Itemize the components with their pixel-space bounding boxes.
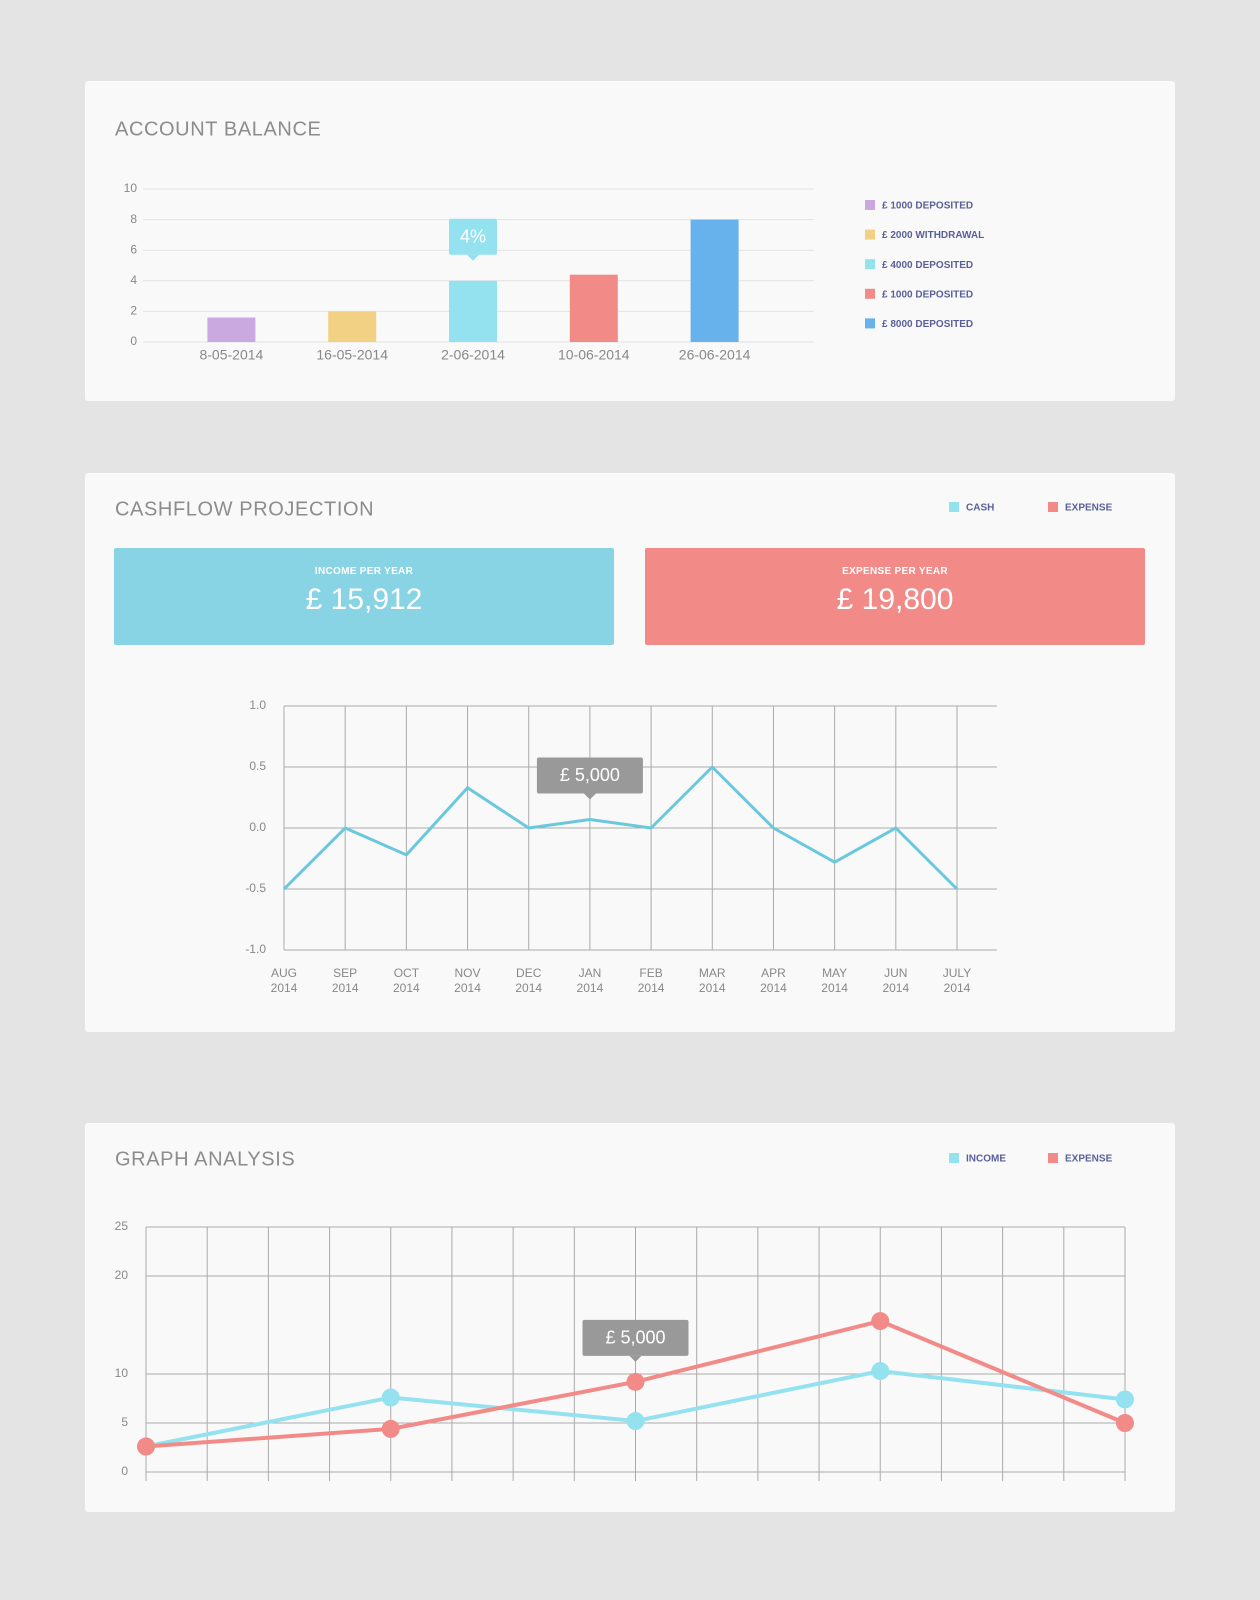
x-tick-label: 2-06-2014	[441, 347, 505, 363]
data-point	[1116, 1414, 1134, 1432]
legend-swatch	[865, 288, 875, 299]
data-point	[1116, 1390, 1134, 1409]
legend-swatch	[865, 259, 875, 270]
y-tick-label: -0.5	[245, 881, 266, 895]
card-value: £ 19,800	[836, 583, 954, 616]
data-point	[626, 1372, 645, 1391]
y-tick-label: 8	[130, 212, 137, 226]
y-tick-label: 0.5	[249, 759, 266, 773]
y-tick-label: 25	[115, 1219, 129, 1233]
x-tick-label: DEC 2014	[515, 966, 543, 995]
x-tick-label: FEB 2014	[637, 966, 665, 995]
legend-label: £ 4000 DEPOSITED	[882, 260, 973, 271]
x-tick-label: OCT 2014	[393, 966, 420, 995]
x-tick-label: AUG 2014	[270, 966, 298, 995]
x-tick-label: MAR 2014	[698, 966, 726, 995]
series-line	[282, 765, 959, 891]
account-balance-panel	[85, 81, 1175, 401]
y-tick-label: 4	[130, 273, 137, 287]
x-tick-label: MAY 2014	[821, 966, 848, 995]
x-tick-label: JAN 2014	[576, 966, 604, 995]
legend-swatch	[949, 1153, 959, 1163]
y-tick-label: 5	[121, 1415, 128, 1429]
legend-swatch	[1048, 502, 1058, 512]
expense-card: EXPENSE PER YEAR £ 19,800	[645, 548, 1145, 645]
y-tick-label: -1.0	[245, 942, 266, 956]
tooltip-box	[536, 757, 643, 794]
x-tick-label: 16-05-2014	[316, 347, 388, 363]
legend-label: £ 8000 DEPOSITED	[882, 319, 973, 330]
tooltip-arrow	[583, 793, 596, 800]
tooltip-arrow	[629, 1355, 642, 1362]
y-tick-label: 1.0	[249, 698, 266, 712]
tooltip-text: 4%	[460, 227, 486, 247]
x-tick-label: APR 2014	[760, 966, 787, 995]
legend-swatch	[865, 318, 875, 329]
data-point	[137, 1437, 155, 1456]
legend-label: £ 2000 WITHDRAWAL	[882, 230, 984, 241]
x-tick-label: 10-06-2014	[558, 347, 630, 363]
legend-swatch	[1048, 1153, 1058, 1163]
data-point	[381, 1419, 400, 1438]
tooltip-arrow	[467, 254, 479, 261]
y-tick-label: 6	[130, 242, 137, 256]
bar	[569, 274, 618, 342]
tooltip-box	[582, 1319, 689, 1356]
x-tick-label: SEP 2014	[331, 966, 359, 995]
data-point	[871, 1362, 890, 1381]
y-tick-label: 10	[115, 1366, 129, 1380]
legend-label: £ 1000 DEPOSITED	[882, 289, 973, 300]
bar	[207, 317, 256, 342]
income-card: INCOME PER YEAR £ 15,912	[114, 548, 614, 645]
data-point	[381, 1388, 400, 1407]
legend-swatch	[865, 200, 875, 210]
y-tick-label: 20	[115, 1268, 129, 1282]
data-point	[626, 1412, 645, 1431]
chart-title: ACCOUNT BALANCE	[115, 118, 321, 140]
y-tick-label: 2	[130, 304, 137, 318]
legend-label: CASH	[966, 503, 994, 514]
bar	[328, 311, 377, 342]
x-tick-label: 8-05-2014	[199, 347, 263, 363]
tooltip-text: £ 5,000	[605, 1328, 665, 1348]
tooltip-box	[449, 218, 497, 255]
x-tick-label: JULY 2014	[942, 966, 972, 995]
x-tick-label: JUN 2014	[882, 966, 910, 995]
legend-label: EXPENSE	[1065, 1154, 1113, 1165]
y-tick-label: 0	[130, 334, 137, 348]
card-value: £ 15,912	[305, 583, 423, 616]
bar	[690, 219, 739, 342]
card-label: EXPENSE PER YEAR	[842, 566, 948, 577]
card-label: INCOME PER YEAR	[314, 566, 414, 577]
bar	[449, 280, 497, 342]
data-point	[871, 1312, 890, 1331]
legend-label: INCOME	[966, 1154, 1006, 1165]
legend-swatch	[949, 502, 959, 512]
y-tick-label: 0	[121, 1464, 128, 1478]
chart-title: CASHFLOW PROJECTION	[115, 498, 374, 520]
chart-title: GRAPH ANALYSIS	[115, 1148, 295, 1170]
y-tick-label: 0.0	[249, 820, 266, 834]
legend-swatch	[865, 229, 875, 240]
y-tick-label: 10	[124, 181, 138, 195]
legend-label: £ 1000 DEPOSITED	[882, 201, 973, 212]
x-tick-label: 26-06-2014	[679, 347, 751, 363]
graph-analysis-panel	[85, 1123, 1175, 1512]
tooltip-text: £ 5,000	[560, 765, 620, 785]
legend-label: EXPENSE	[1065, 503, 1113, 514]
x-tick-label: NOV 2014	[454, 966, 481, 995]
